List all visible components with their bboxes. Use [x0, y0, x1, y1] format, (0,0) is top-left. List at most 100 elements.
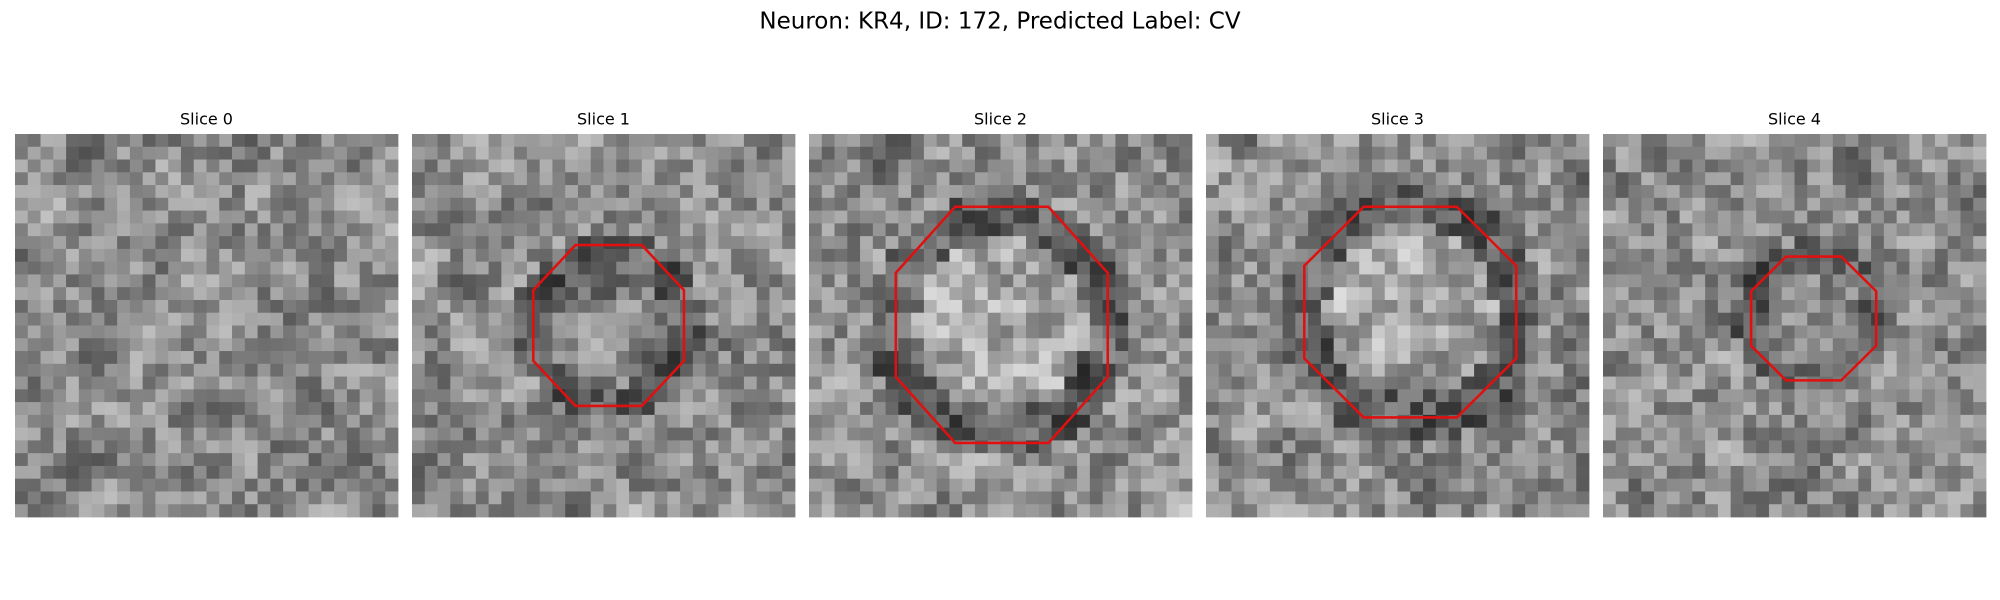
pixel: [437, 210, 451, 224]
pixel: [488, 491, 502, 505]
pixel: [372, 274, 386, 288]
pixel: [1461, 312, 1475, 326]
pixel: [1603, 223, 1617, 237]
pixel: [1934, 465, 1949, 480]
pixel: [193, 491, 207, 505]
pixel: [1973, 146, 1987, 160]
pixel: [1486, 248, 1501, 263]
pixel: [1486, 440, 1501, 454]
pixel: [1486, 312, 1501, 326]
pixel: [53, 159, 67, 173]
pixel: [155, 491, 169, 505]
pixel: [40, 363, 54, 377]
pixel: [232, 440, 246, 454]
pixel: [1397, 491, 1411, 505]
pixel: [1269, 414, 1283, 429]
pixel: [155, 338, 169, 352]
pixel: [654, 146, 668, 160]
pixel: [142, 312, 156, 326]
pixel: [1717, 236, 1732, 250]
pixel: [104, 210, 118, 224]
pixel: [680, 389, 694, 403]
pixel: [1499, 402, 1513, 416]
pixel: [667, 172, 681, 186]
pixel: [1615, 146, 1629, 160]
pixel: [949, 299, 963, 314]
pixel: [654, 197, 668, 211]
pixel: [117, 299, 131, 314]
pixel: [450, 504, 464, 518]
pixel: [1166, 363, 1180, 377]
pixel: [1282, 363, 1296, 377]
pixel: [488, 248, 502, 263]
pixel: [1641, 478, 1655, 492]
pixel: [27, 134, 41, 148]
pixel: [1320, 478, 1335, 492]
pixel: [743, 440, 758, 454]
pixel: [295, 351, 310, 365]
pixel: [244, 414, 258, 429]
pixel: [15, 478, 29, 492]
pixel: [53, 146, 67, 160]
pixel: [1615, 440, 1629, 454]
pixel: [1973, 453, 1987, 467]
pixel: [1474, 465, 1488, 480]
pixel: [743, 453, 758, 467]
pixel: [1089, 248, 1104, 263]
pixel: [488, 197, 502, 211]
pixel: [834, 376, 848, 390]
pixel: [1692, 453, 1706, 467]
pixel: [1576, 465, 1590, 480]
pixel: [1947, 478, 1961, 492]
pixel: [1410, 351, 1424, 365]
pixel: [1000, 172, 1014, 186]
pixel: [1089, 236, 1104, 250]
pixel: [974, 402, 989, 416]
pixel: [372, 427, 386, 441]
pixel: [1973, 312, 1987, 326]
pixel: [1563, 312, 1577, 326]
pixel: [1820, 185, 1834, 199]
pixel: [1603, 210, 1617, 224]
pixel: [1206, 159, 1220, 173]
pixel: [974, 172, 989, 186]
pixel: [15, 351, 29, 365]
pixel: [232, 146, 246, 160]
pixel: [718, 210, 732, 224]
pixel: [232, 261, 246, 275]
pixel: [1512, 338, 1526, 352]
pixel: [1883, 351, 1898, 365]
pixel: [1051, 312, 1065, 326]
pixel: [577, 274, 592, 288]
pixel: [949, 261, 963, 275]
pixel: [885, 236, 899, 250]
pixel: [577, 210, 592, 224]
pixel: [514, 197, 528, 211]
pixel: [667, 402, 681, 416]
pixel: [1269, 491, 1283, 505]
pixel: [1628, 261, 1642, 275]
pixel: [1883, 325, 1898, 339]
pixel: [1666, 478, 1680, 492]
pixel: [475, 197, 489, 211]
pixel: [372, 389, 386, 403]
pixel: [1922, 274, 1936, 288]
pixel: [334, 159, 348, 173]
pixel: [66, 465, 80, 480]
pixel: [193, 465, 207, 480]
pixel: [809, 427, 823, 441]
pixel: [1089, 363, 1104, 377]
pixel: [1666, 134, 1680, 148]
pixel: [1550, 185, 1564, 199]
pixel: [1820, 351, 1834, 365]
pixel: [283, 274, 297, 288]
pixel: [1013, 453, 1027, 467]
pixel: [66, 453, 80, 467]
pixel: [923, 146, 938, 160]
pixel: [1000, 146, 1014, 160]
pixel: [206, 287, 220, 301]
pixel: [987, 261, 1001, 275]
pixel: [603, 351, 617, 365]
pixel: [1550, 299, 1564, 314]
pixel: [385, 274, 399, 288]
